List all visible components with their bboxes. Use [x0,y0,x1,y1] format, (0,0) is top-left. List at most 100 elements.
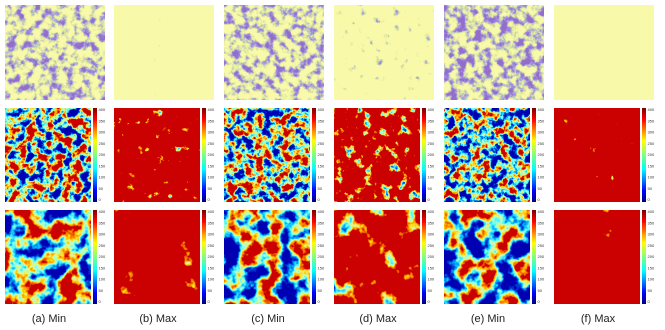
heatmap [444,108,530,202]
heatmap [224,108,310,202]
colorbar [312,108,316,202]
colorbar [422,210,426,304]
colorbar-tick-label: 0 [99,197,102,202]
colorbar-tick-label: 200 [208,254,215,259]
colorbar-tick-label: 0 [318,197,321,202]
colorbar-tick-label: 150 [318,265,325,270]
colorbar-tick-label: 300 [99,232,106,237]
colorbar-tick-label: 100 [318,175,325,180]
colorbar-tick-label: 100 [648,175,655,180]
caption: (c) Min [251,313,285,325]
colorbar-tick-label: 300 [648,232,655,237]
colorbar-tick-label: 400 [99,107,106,112]
colorbar-tick-label: 150 [318,163,325,168]
colorbar-tick-label: 400 [208,209,215,214]
colorbar-tick-label: 400 [538,107,545,112]
colorbar [532,108,536,202]
colorbar-tick-label: 200 [99,152,106,157]
colorbar-tick-label: 150 [648,163,655,168]
colorbar-tick-label: 200 [318,254,325,259]
colorbar-tick-label: 50 [208,186,213,191]
colorbar-tick-label: 250 [538,243,545,248]
colorbar-tick-label: 400 [648,209,655,214]
colorbar-tick-label: 200 [99,254,106,259]
colorbar-tick-label: 200 [538,254,545,259]
colorbar-tick-label: 0 [648,197,651,202]
colorbar-tick-label: 350 [99,220,106,225]
colorbar-tick-label: 350 [208,220,215,225]
colorbar-tick-label: 250 [99,141,106,146]
colorbar-tick-label: 0 [208,197,211,202]
input-image [444,5,544,100]
heatmap [334,210,420,304]
colorbar-tick-label: 300 [428,232,435,237]
caption: (e) Min [471,313,505,325]
colorbar-tick-label: 300 [538,232,545,237]
heatmap [554,108,640,202]
caption: (f) Max [581,313,616,325]
colorbar-tick-label: 0 [538,299,541,304]
colorbar-tick-label: 200 [648,152,655,157]
heatmap [334,108,420,202]
colorbar-tick-label: 150 [208,265,215,270]
colorbar-tick-label: 100 [428,175,435,180]
colorbar-tick-label: 250 [318,141,325,146]
colorbar-tick-label: 400 [208,107,215,112]
colorbar-tick-label: 0 [428,299,431,304]
colorbar-tick-label: 400 [318,107,325,112]
colorbar-tick-label: 50 [538,186,543,191]
caption: (a) Min [32,313,66,325]
heatmap [5,210,91,304]
colorbar-tick-label: 300 [99,130,106,135]
colorbar-tick-label: 350 [648,118,655,123]
colorbar-tick-label: 100 [538,277,545,282]
colorbar-tick-label: 100 [318,277,325,282]
colorbar-tick-label: 400 [648,107,655,112]
colorbar [93,108,97,202]
colorbar [93,210,97,304]
heatmap [224,210,310,304]
colorbar-tick-label: 200 [648,254,655,259]
colorbar-tick-label: 150 [99,163,106,168]
heatmap [5,108,91,202]
colorbar-tick-label: 250 [648,243,655,248]
colorbar-tick-label: 250 [428,243,435,248]
colorbar-tick-label: 0 [648,299,651,304]
colorbar-tick-label: 400 [318,209,325,214]
colorbar-tick-label: 200 [208,152,215,157]
colorbar [642,108,646,202]
colorbar-tick-label: 200 [318,152,325,157]
colorbar-tick-label: 250 [99,243,106,248]
colorbar-tick-label: 50 [99,288,104,293]
colorbar-tick-label: 0 [428,197,431,202]
colorbar-tick-label: 0 [538,197,541,202]
colorbar [202,210,206,304]
colorbar-tick-label: 100 [648,277,655,282]
colorbar-tick-label: 50 [648,288,653,293]
colorbar-tick-label: 150 [208,163,215,168]
colorbar-tick-label: 250 [538,141,545,146]
colorbar-tick-label: 150 [99,265,106,270]
colorbar-tick-label: 50 [318,288,323,293]
heatmap [114,108,200,202]
colorbar-tick-label: 350 [318,220,325,225]
colorbar-tick-label: 350 [428,118,435,123]
input-image [224,5,324,100]
colorbar-tick-label: 200 [538,152,545,157]
colorbar-tick-label: 50 [318,186,323,191]
input-image [5,5,105,100]
colorbar-tick-label: 350 [208,118,215,123]
colorbar-tick-label: 300 [538,130,545,135]
colorbar-tick-label: 350 [538,220,545,225]
colorbar-tick-label: 50 [208,288,213,293]
colorbar [312,210,316,304]
colorbar-tick-label: 300 [648,130,655,135]
colorbar [642,210,646,304]
colorbar-tick-label: 250 [208,141,215,146]
colorbar-tick-label: 350 [648,220,655,225]
colorbar-tick-label: 100 [99,277,106,282]
caption: (d) Max [359,313,397,325]
colorbar-tick-label: 300 [208,130,215,135]
colorbar-tick-label: 150 [428,163,435,168]
